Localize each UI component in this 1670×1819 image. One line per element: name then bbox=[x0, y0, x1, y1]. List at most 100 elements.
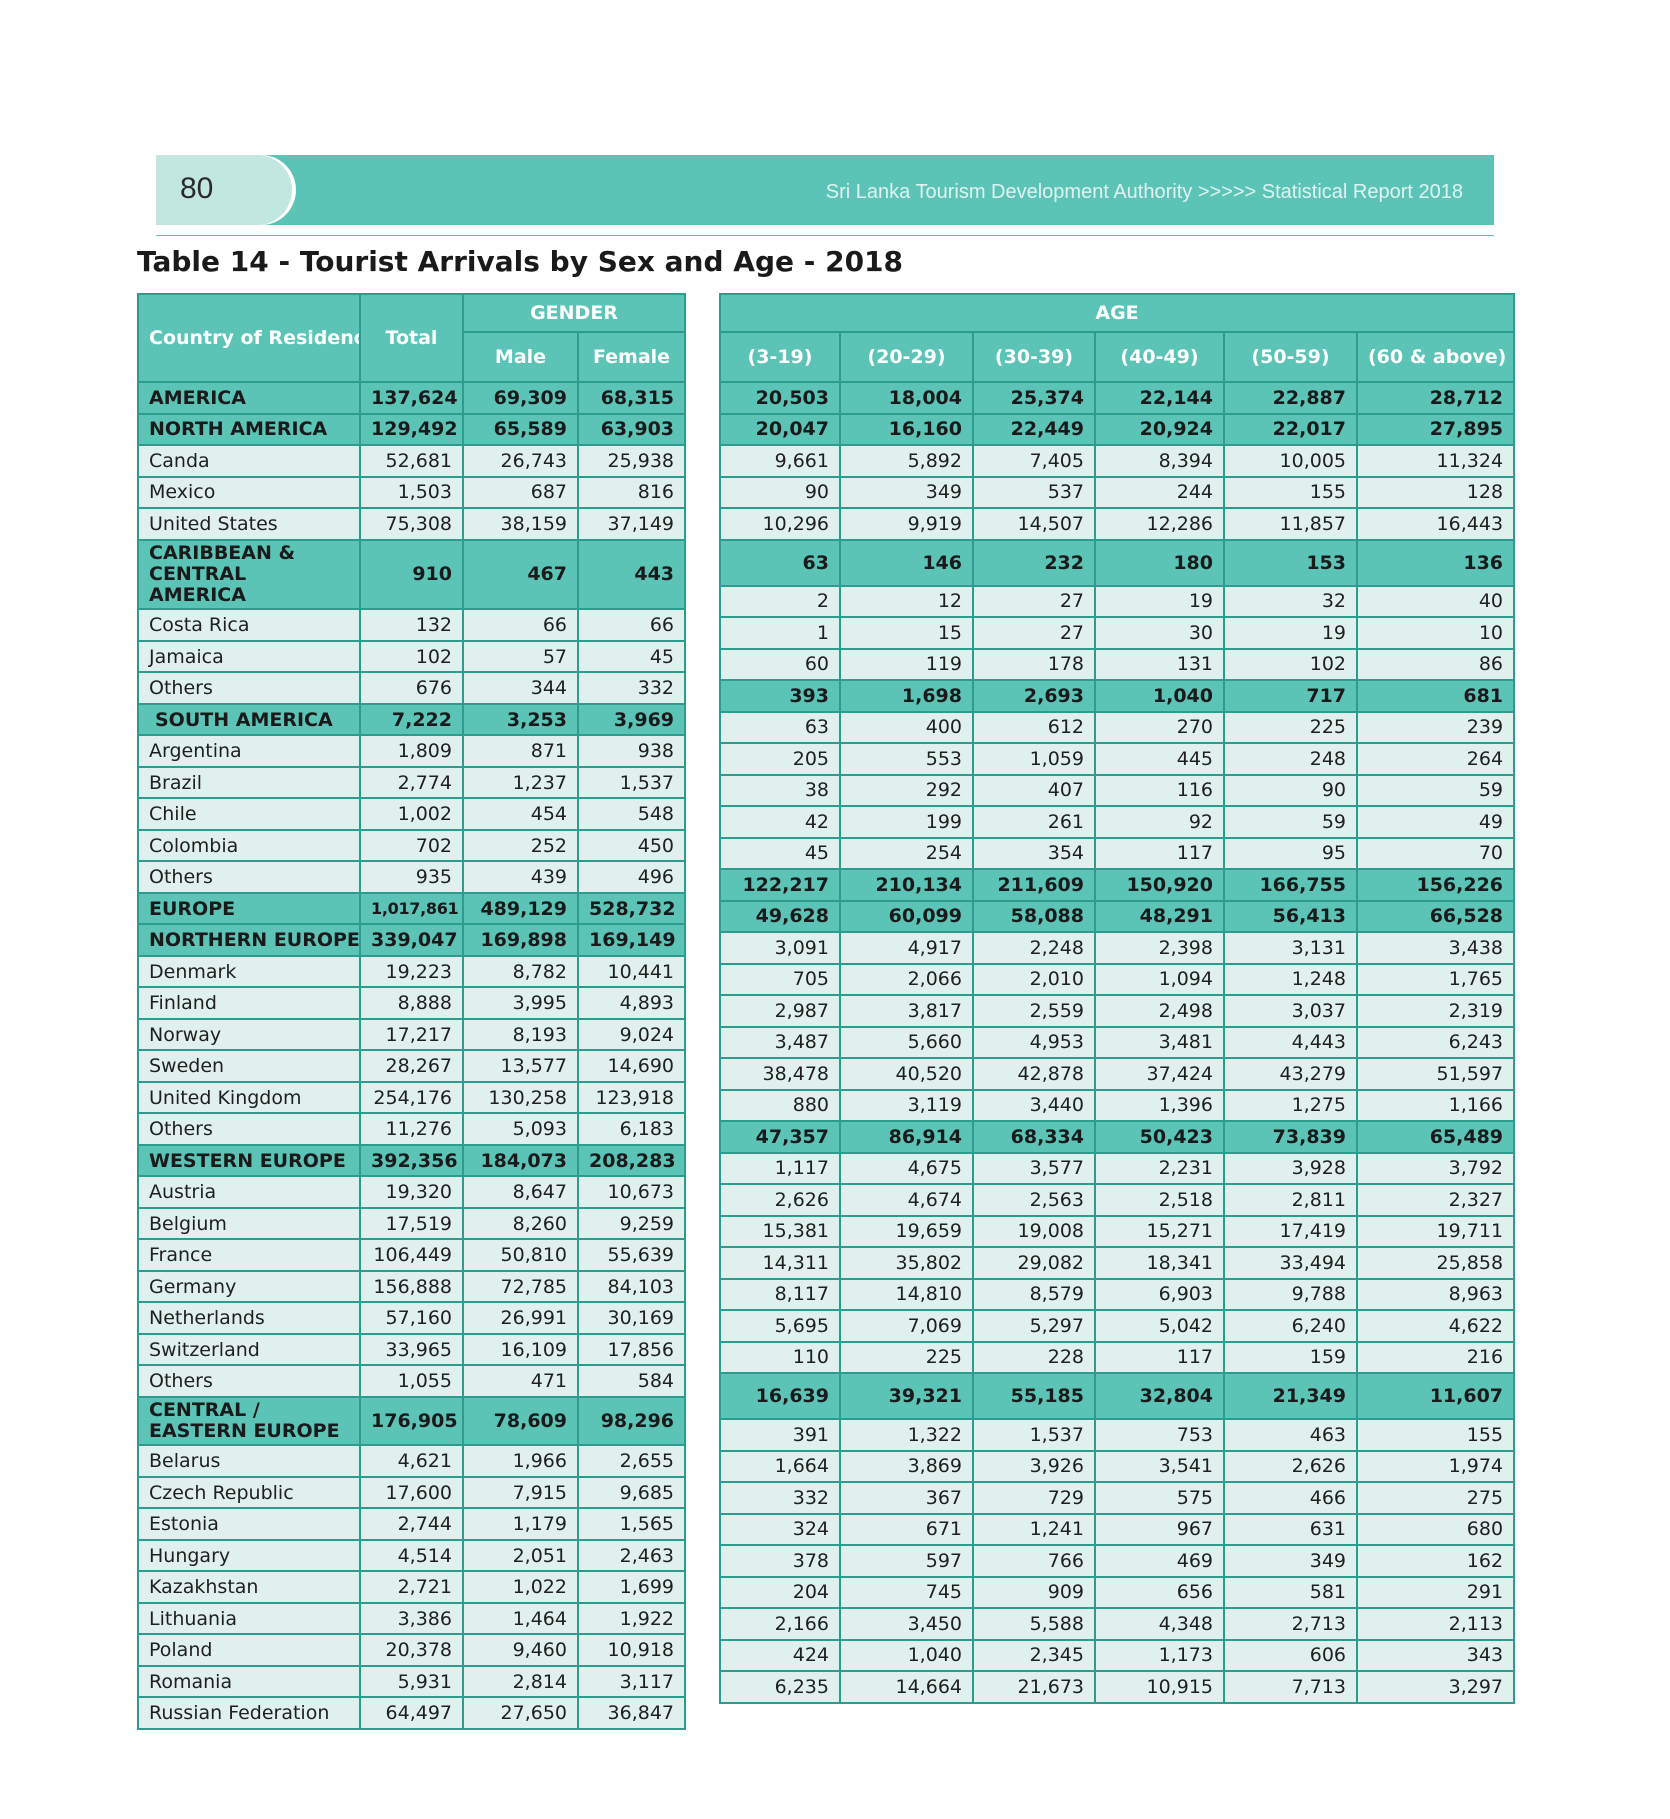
table-row: Jamaica 102 57 45 bbox=[137, 639, 687, 674]
country-cell: Kazakhstan bbox=[137, 1570, 361, 1604]
table-row: United States 75,308 38,159 37,149 bbox=[137, 507, 687, 541]
age-cell: 656 bbox=[1094, 1575, 1225, 1609]
age-cell: 466 bbox=[1223, 1481, 1358, 1515]
age-cell: 292 bbox=[839, 773, 974, 807]
age-cell: 880 bbox=[719, 1088, 841, 1122]
table-row: 205 553 1,059 445 248 264 bbox=[719, 742, 1516, 776]
female-cell: 66 bbox=[576, 608, 687, 642]
female-cell: 9,685 bbox=[576, 1475, 687, 1510]
table-row: 9,661 5,892 7,405 8,394 10,005 11,324 bbox=[719, 444, 1516, 478]
age-cell: 2,345 bbox=[972, 1638, 1096, 1672]
age-cell: 162 bbox=[1355, 1544, 1516, 1578]
total-column-header: Total bbox=[359, 293, 464, 383]
female-cell: 548 bbox=[576, 797, 687, 831]
age-cell: 22,144 bbox=[1094, 381, 1225, 415]
total-cell: 1,002 bbox=[359, 797, 464, 831]
age-group-header: AGE bbox=[718, 293, 1516, 333]
age-cell: 199 bbox=[839, 805, 974, 839]
age-cell: 225 bbox=[1223, 710, 1358, 744]
region-row: NORTHERN EUROPE 339,047 169,898 169,149 bbox=[137, 923, 687, 957]
male-cell: 169,898 bbox=[462, 923, 579, 957]
male-cell: 454 bbox=[462, 797, 579, 831]
age-cell: 5,660 bbox=[839, 1025, 974, 1059]
age-cell: 58,088 bbox=[972, 899, 1096, 933]
total-cell: 910 bbox=[359, 538, 464, 611]
country-cell: Chile bbox=[137, 797, 361, 831]
age-cell: 216 bbox=[1355, 1340, 1516, 1374]
age-cell: 8,394 bbox=[1094, 444, 1225, 478]
age-cell: 1,248 bbox=[1223, 962, 1358, 996]
country-cell: Romania bbox=[137, 1664, 361, 1699]
age-cell: 275 bbox=[1355, 1481, 1516, 1515]
region-row: EUROPE 1,017,861 489,129 528,732 bbox=[137, 891, 687, 926]
age-cell: 4,348 bbox=[1094, 1607, 1225, 1641]
male-cell: 8,193 bbox=[462, 1017, 579, 1052]
total-cell: 1,809 bbox=[359, 734, 464, 768]
age-cell: 6,235 bbox=[719, 1670, 841, 1704]
age-cell: 159 bbox=[1223, 1340, 1358, 1374]
age-cell: 445 bbox=[1094, 742, 1225, 776]
age-cell: 3,792 bbox=[1355, 1151, 1516, 1185]
female-cell: 9,259 bbox=[576, 1206, 687, 1241]
age-cell: 155 bbox=[1355, 1418, 1516, 1452]
table-row: 8,117 14,810 8,579 6,903 9,788 8,963 bbox=[719, 1277, 1516, 1311]
female-cell: 2,655 bbox=[576, 1444, 687, 1478]
age-cell: 2,248 bbox=[972, 931, 1096, 965]
age-band-header: (40-49) bbox=[1094, 331, 1225, 383]
table-row: 391 1,322 1,537 753 463 155 bbox=[719, 1418, 1516, 1452]
total-cell: 11,276 bbox=[359, 1112, 464, 1146]
region-row: 20,503 18,004 25,374 22,144 22,887 28,712 bbox=[719, 381, 1516, 415]
age-cell: 178 bbox=[972, 647, 1096, 681]
age-cell: 90 bbox=[719, 475, 841, 509]
table-row: Switzerland 33,965 16,109 17,856 bbox=[137, 1332, 687, 1367]
country-cell: Others bbox=[137, 1112, 361, 1146]
age-cell: 47,357 bbox=[719, 1120, 841, 1154]
age-cell: 38,478 bbox=[719, 1057, 841, 1091]
country-cell: United Kingdom bbox=[137, 1080, 361, 1115]
age-cell: 332 bbox=[719, 1481, 841, 1515]
country-cell: Denmark bbox=[137, 954, 361, 989]
male-cell: 8,260 bbox=[462, 1206, 579, 1241]
country-cell: CENTRAL / EASTERN EUROPE bbox=[137, 1395, 361, 1447]
age-cell: 25,858 bbox=[1355, 1246, 1516, 1280]
age-cell: 18,004 bbox=[839, 381, 974, 415]
female-cell: 496 bbox=[576, 860, 687, 894]
age-cell: 1,040 bbox=[839, 1638, 974, 1672]
age-cell: 12 bbox=[839, 584, 974, 618]
country-cell: Belarus bbox=[137, 1444, 361, 1478]
table-row: 2 12 27 19 32 40 bbox=[719, 584, 1516, 618]
country-cell: EUROPE bbox=[137, 891, 361, 926]
male-cell: 26,743 bbox=[462, 444, 579, 478]
age-cell: 349 bbox=[1223, 1544, 1358, 1578]
age-cell: 65,489 bbox=[1355, 1120, 1516, 1154]
female-cell: 938 bbox=[576, 734, 687, 768]
male-cell: 2,051 bbox=[462, 1538, 579, 1573]
female-cell: 208,283 bbox=[576, 1143, 687, 1178]
table-row: Romania 5,931 2,814 3,117 bbox=[137, 1664, 687, 1699]
age-cell: 27 bbox=[972, 616, 1096, 650]
age-cell: 9,788 bbox=[1223, 1277, 1358, 1311]
total-cell: 106,449 bbox=[359, 1238, 464, 1272]
age-cell: 11,857 bbox=[1223, 507, 1358, 541]
header-divider bbox=[156, 235, 1494, 236]
age-cell: 37,424 bbox=[1094, 1057, 1225, 1091]
table-title: Table 14 - Tourist Arrivals by Sex and A… bbox=[137, 245, 904, 278]
age-band-header: (20-29) bbox=[839, 331, 974, 383]
male-cell: 1,179 bbox=[462, 1507, 579, 1541]
total-cell: 176,905 bbox=[359, 1395, 464, 1447]
total-cell: 75,308 bbox=[359, 507, 464, 541]
age-cell: 3,487 bbox=[719, 1025, 841, 1059]
total-cell: 5,931 bbox=[359, 1664, 464, 1699]
female-cell: 10,918 bbox=[576, 1633, 687, 1667]
age-cell: 3,481 bbox=[1094, 1025, 1225, 1059]
age-cell: 14,810 bbox=[839, 1277, 974, 1311]
age-cell: 4,674 bbox=[839, 1183, 974, 1217]
male-cell: 65,589 bbox=[462, 412, 579, 446]
age-cell: 729 bbox=[972, 1481, 1096, 1515]
age-cell: 22,017 bbox=[1223, 412, 1358, 446]
age-band-header: (50-59) bbox=[1223, 331, 1358, 383]
age-cell: 2,693 bbox=[972, 679, 1096, 713]
total-cell: 392,356 bbox=[359, 1143, 464, 1178]
total-cell: 4,621 bbox=[359, 1444, 464, 1478]
female-cell: 9,024 bbox=[576, 1017, 687, 1052]
